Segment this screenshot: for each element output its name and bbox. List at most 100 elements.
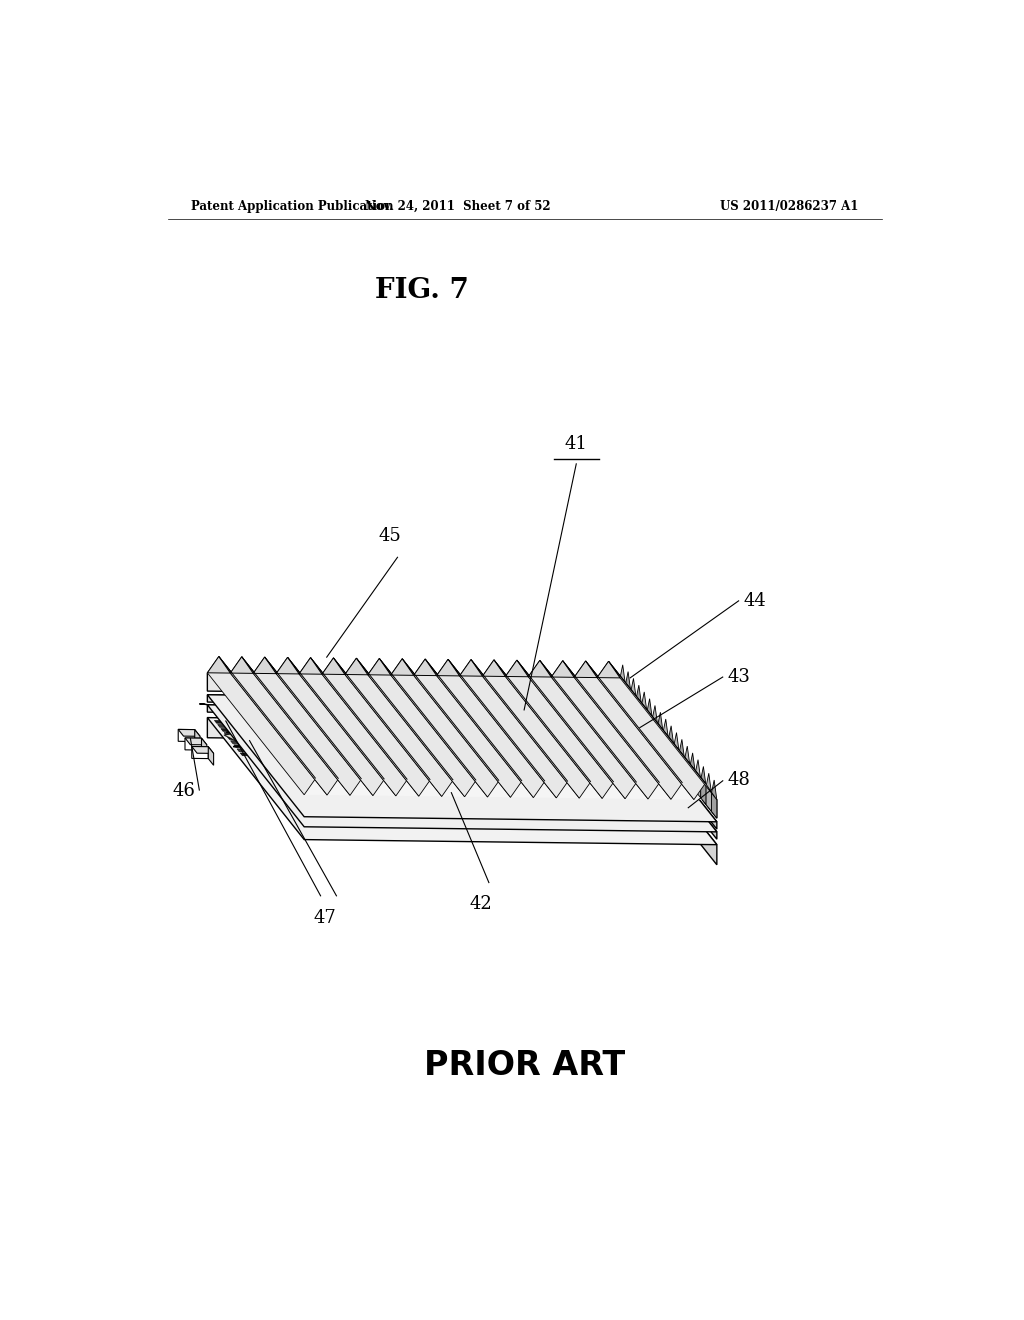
Polygon shape [590, 743, 595, 756]
Polygon shape [504, 760, 509, 774]
Polygon shape [454, 759, 459, 772]
Polygon shape [712, 780, 717, 818]
Polygon shape [628, 814, 652, 821]
Polygon shape [253, 657, 276, 673]
Polygon shape [450, 777, 473, 784]
Polygon shape [368, 776, 373, 789]
Polygon shape [328, 810, 351, 818]
Polygon shape [600, 779, 618, 785]
Polygon shape [436, 659, 545, 797]
Polygon shape [428, 812, 446, 818]
Text: US 2011/0286237 A1: US 2011/0286237 A1 [720, 199, 858, 213]
Polygon shape [378, 812, 401, 818]
Text: 45: 45 [379, 527, 401, 545]
Polygon shape [207, 705, 717, 832]
Polygon shape [414, 795, 432, 801]
Polygon shape [471, 742, 489, 748]
Polygon shape [613, 797, 638, 804]
Polygon shape [457, 723, 475, 730]
Polygon shape [482, 660, 591, 799]
Polygon shape [550, 779, 573, 785]
Polygon shape [583, 796, 588, 809]
Polygon shape [371, 741, 389, 747]
Polygon shape [507, 725, 525, 731]
Polygon shape [482, 660, 506, 676]
Polygon shape [299, 657, 322, 675]
Polygon shape [521, 742, 545, 750]
Polygon shape [475, 725, 480, 738]
Polygon shape [185, 738, 202, 750]
Polygon shape [207, 694, 717, 822]
Polygon shape [322, 657, 345, 675]
Polygon shape [421, 742, 439, 748]
Polygon shape [335, 758, 353, 764]
Polygon shape [403, 759, 409, 772]
Polygon shape [346, 812, 351, 824]
Polygon shape [418, 776, 423, 789]
Polygon shape [597, 661, 620, 678]
Polygon shape [428, 812, 452, 820]
Polygon shape [554, 760, 559, 774]
Polygon shape [317, 775, 323, 788]
Polygon shape [230, 657, 253, 673]
Polygon shape [414, 795, 437, 801]
Polygon shape [578, 814, 597, 821]
Polygon shape [191, 747, 214, 754]
Polygon shape [368, 659, 391, 675]
Polygon shape [185, 738, 207, 744]
Polygon shape [532, 796, 538, 809]
Polygon shape [460, 660, 482, 676]
Polygon shape [664, 719, 669, 758]
Polygon shape [371, 741, 394, 747]
Polygon shape [551, 661, 659, 799]
Polygon shape [264, 657, 373, 796]
Polygon shape [500, 777, 518, 784]
Polygon shape [608, 661, 717, 800]
Polygon shape [631, 678, 636, 717]
Text: PRIOR ART: PRIOR ART [424, 1048, 626, 1081]
Polygon shape [242, 657, 350, 796]
Polygon shape [321, 741, 339, 747]
Polygon shape [207, 694, 620, 708]
Polygon shape [299, 775, 317, 781]
Polygon shape [657, 713, 664, 750]
Polygon shape [460, 660, 568, 797]
Polygon shape [578, 814, 602, 821]
Polygon shape [407, 723, 425, 730]
Polygon shape [306, 722, 331, 729]
Polygon shape [310, 657, 419, 796]
Polygon shape [425, 659, 534, 797]
Polygon shape [233, 744, 271, 748]
Polygon shape [364, 793, 382, 800]
Polygon shape [536, 760, 554, 767]
Polygon shape [414, 659, 522, 797]
Polygon shape [489, 742, 495, 755]
Polygon shape [482, 795, 487, 808]
Polygon shape [391, 659, 499, 797]
Polygon shape [457, 723, 480, 731]
Polygon shape [485, 760, 509, 767]
Polygon shape [207, 718, 717, 845]
Polygon shape [389, 741, 394, 754]
Polygon shape [356, 723, 375, 730]
Polygon shape [207, 656, 230, 673]
Polygon shape [399, 776, 423, 783]
Polygon shape [497, 813, 502, 826]
Polygon shape [478, 813, 502, 820]
Polygon shape [178, 730, 195, 742]
Text: 43: 43 [727, 668, 750, 686]
Polygon shape [646, 814, 652, 828]
Polygon shape [557, 725, 581, 733]
Polygon shape [446, 812, 452, 825]
Polygon shape [335, 758, 358, 764]
Polygon shape [313, 793, 337, 800]
Polygon shape [628, 814, 646, 821]
Polygon shape [568, 779, 573, 792]
Polygon shape [528, 660, 551, 677]
Polygon shape [563, 661, 671, 800]
Polygon shape [230, 657, 339, 795]
Polygon shape [695, 760, 700, 797]
Polygon shape [379, 659, 487, 797]
Polygon shape [547, 813, 552, 826]
Polygon shape [620, 665, 626, 704]
